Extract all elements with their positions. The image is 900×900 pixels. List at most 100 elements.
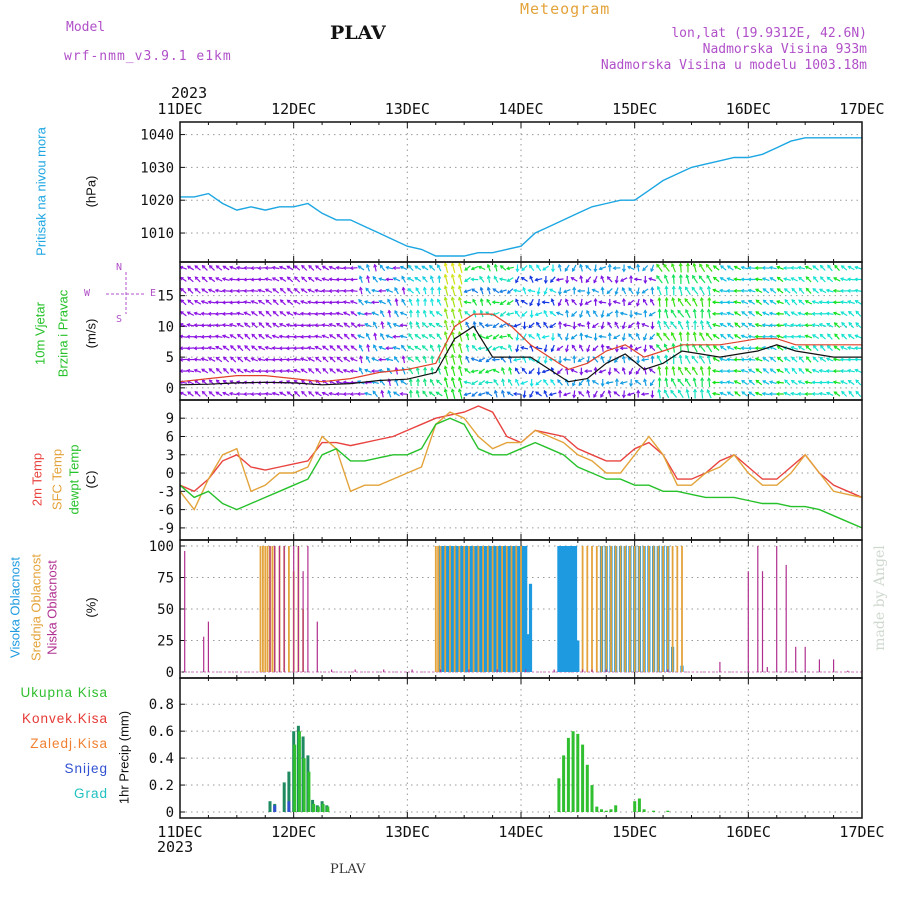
conv-precip-bar [307,771,311,812]
mid-cloud-bar [266,546,269,672]
total-precip-bar [585,764,589,812]
low-cloud-bar [582,669,584,672]
date-label-bottom: 14DEC [498,823,543,841]
y-tick-label: 6 [166,429,174,445]
low-cloud-bar [747,571,749,672]
total-precip-bar [600,809,603,812]
mid-cloud-bar [520,546,522,672]
date-label-top: 14DEC [498,100,543,118]
low-cloud-bar [354,669,356,672]
total-precip-bar [581,744,585,812]
high-cloud-bar [576,640,580,672]
cloud-unit: (%) [83,597,99,618]
mid-cloud-bar [458,546,461,672]
mid-cloud-bar [510,546,513,672]
low-cloud-bar [269,546,271,672]
mid-cloud-bar [629,546,631,672]
pressure-line [180,137,862,257]
wind-gust-line [179,313,862,383]
snow-bar [287,801,291,812]
date-label-top: 17DEC [839,100,884,118]
mid-cloud-bar [633,546,636,672]
low-cloud-bar [283,546,285,672]
low-cloud-bar [274,546,276,672]
mid-cloud-bar [439,546,442,672]
mid-cloud-bar [610,546,612,672]
conv-precip-bar [321,803,325,812]
high-cloud-bar [469,546,473,672]
mid-cloud-bar [581,546,584,672]
high-cloud-bar [571,546,575,672]
conv-precip-bar [293,744,297,812]
low-cloud-bar [496,669,498,672]
y-tick-label: 75 [157,571,174,587]
year-label-top: 2023 [171,84,208,102]
high-cloud-bar [524,546,528,672]
cloud-title-low: Niska Oblacnost [44,560,60,655]
mid-cloud-bar [496,546,499,672]
low-cloud-bar [331,669,333,672]
total-precip-bar [557,778,561,812]
mid-cloud-bar [648,546,650,672]
high-cloud-bar [517,546,521,672]
y-tick-label: 0 [166,805,174,821]
pressure-unit: (hPa) [83,175,99,208]
mid-cloud-bar [434,546,437,672]
y-tick-label: 5 [166,350,174,366]
low-cloud-bar [847,670,849,672]
total-precip-bar [595,806,599,812]
high-cloud-bar [483,546,488,672]
mid-cloud-bar [662,546,664,672]
total-precip-bar [590,785,594,812]
y-tick-label: 0.2 [149,778,174,794]
high-cloud-bar [488,546,492,672]
temp-unit: (C) [83,470,99,489]
y-tick-label: 3 [166,448,174,464]
precip-legend-frozen: Zaledj.Kisa [30,736,108,751]
total-precip-bar [287,771,291,812]
low-cloud-bar [525,669,527,672]
date-label-bottom: 12DEC [271,823,316,841]
mid-cloud-bar [453,546,456,672]
mid-cloud-bar [671,546,674,672]
high-cloud-bar [441,546,445,672]
year-label-bottom: 2023 [157,838,194,856]
low-cloud-bar [757,546,759,672]
panel-frame [179,677,863,819]
precip-legend-snow: Snijeg [64,761,108,776]
mid-cloud-bar [491,546,494,672]
date-label-bottom: 16DEC [726,823,771,841]
high-cloud-bar [507,546,511,672]
low-cloud-bar [667,669,669,672]
date-label-top: 15DEC [612,100,657,118]
mid-cloud-bar [477,546,480,672]
mid-cloud-bar [515,546,518,672]
low-cloud-bar [605,669,607,672]
y-tick-label: 0.4 [149,751,174,767]
panel-frame [179,399,863,541]
high-cloud-bar [450,546,454,672]
low-cloud-bar [553,669,555,672]
low-cloud-bar [184,551,186,672]
date-label-top: 13DEC [385,100,430,118]
mid-cloud-bar [614,546,617,672]
panel-frame [179,261,863,401]
total-precip-bar [282,782,286,812]
low-cloud-bar [766,667,768,672]
temp-title-sfc: SFC Temp [49,448,65,511]
low-cloud-bar [411,669,413,672]
mid-cloud-bar [468,546,470,672]
cloud-title-high: Visoka Oblacnost [7,557,23,658]
high-cloud-bar [455,546,459,672]
mid-cloud-bar [463,546,466,672]
mid-cloud-bar [619,546,622,672]
low-cloud-bar [439,669,442,672]
compass-e: E [150,288,157,299]
compass-s: S [116,314,123,325]
pressure-title: Pritisak na nivou mora [33,127,49,256]
wind-speed-line [179,325,862,386]
y-tick-label: 1010 [140,226,174,242]
temp-title-dewpt: dewpt Temp [66,444,82,515]
mid-cloud-bar [501,546,503,672]
